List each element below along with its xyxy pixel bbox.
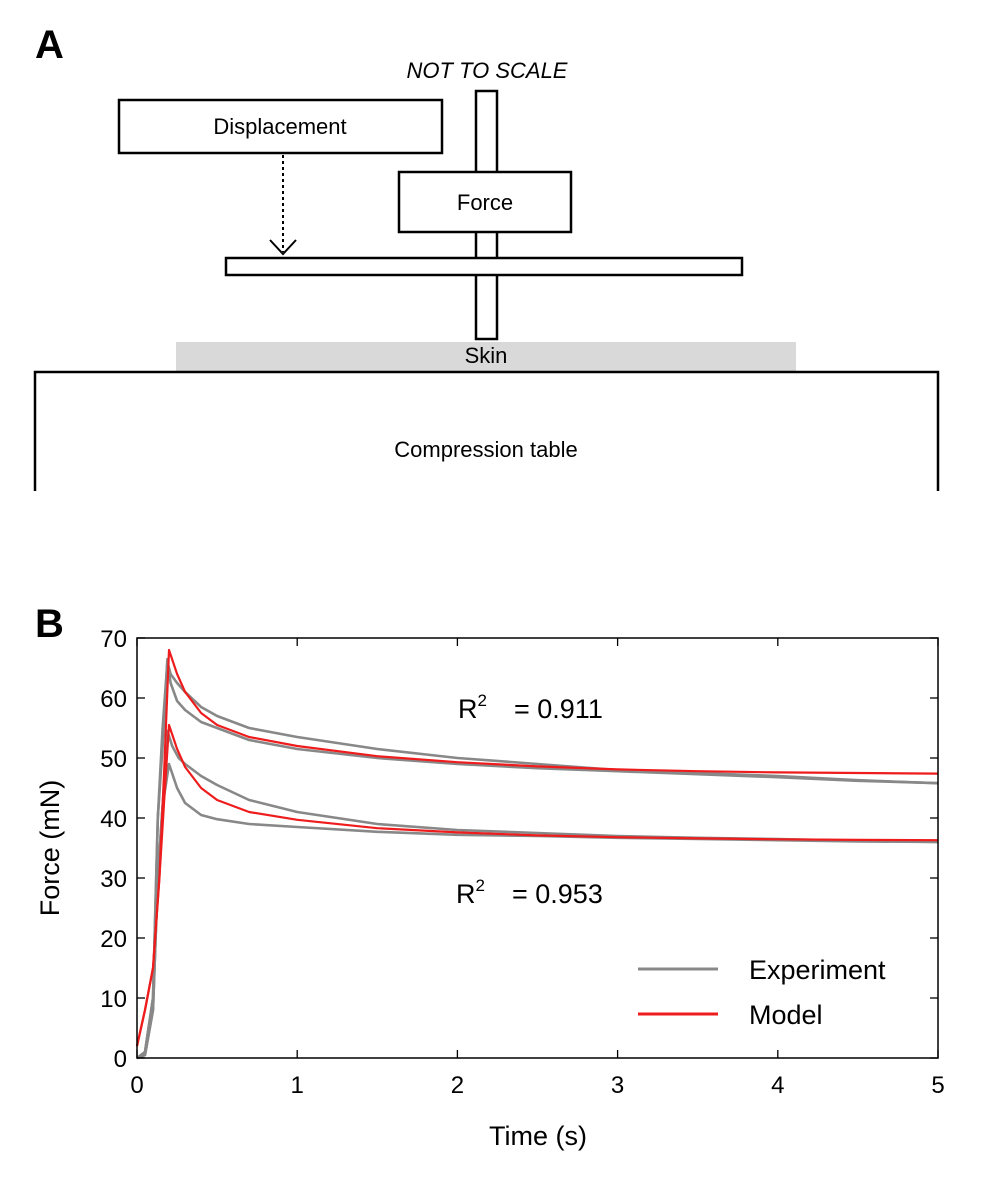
y-tick-label: 70 (100, 626, 127, 653)
y-tick-label: 30 (100, 866, 127, 893)
panel-b-label: B (35, 602, 64, 646)
y-tick-label: 60 (100, 686, 127, 713)
r2-bottom-exponent: 2 (476, 876, 485, 895)
x-tick-label: 0 (130, 1072, 143, 1099)
r2-top-exponent: 2 (478, 691, 487, 710)
displacement-arrow-head (269, 239, 297, 256)
compression-table (33, 370, 940, 491)
legend-label-experiment: Experiment (749, 955, 886, 985)
x-tick-label: 3 (611, 1072, 624, 1099)
legend: Experiment Model (638, 955, 886, 1030)
x-axis-label: Time (s) (489, 1121, 587, 1151)
r2-annotation-top: R2 = 0.911 (458, 691, 603, 724)
series-line-experiment-1 (136, 657, 939, 1060)
displacement-label: Displacement (213, 114, 346, 139)
panel-a-label: A (35, 23, 64, 67)
r2-bottom-prefix: R (456, 879, 476, 909)
y-tick-label: 0 (114, 1046, 127, 1073)
x-tick-label: 2 (451, 1072, 464, 1099)
displacement-box (117, 98, 444, 155)
series-line-model-5 (135, 723, 939, 1047)
r2-top-prefix: R (458, 694, 478, 724)
x-tick-label: 1 (291, 1072, 304, 1099)
x-tick-label: 5 (931, 1072, 944, 1099)
y-tick-label: 50 (100, 746, 127, 773)
r2-top-value: = 0.911 (514, 694, 603, 724)
svg-text:R2: R2 (456, 876, 485, 909)
r2-bottom-value: = 0.953 (512, 879, 603, 909)
x-tick-label: 4 (771, 1072, 784, 1099)
plot-frame (136, 637, 939, 1059)
panel-a: A NOT TO SCALE Displacement Force Skin C… (33, 23, 940, 491)
force-label: Force (457, 190, 513, 215)
force-box (397, 170, 573, 234)
compression-table-label: Compression table (394, 437, 577, 462)
y-axis-label: Force (mN) (35, 780, 65, 917)
compression-plate (224, 256, 744, 277)
y-tick-label: 40 (100, 806, 127, 833)
svg-text:R2: R2 (458, 691, 487, 724)
legend-label-model: Model (749, 1000, 823, 1030)
y-tick-label: 10 (100, 986, 127, 1013)
series-layer (135, 648, 939, 1060)
y-tick-label: 20 (100, 926, 127, 953)
not-to-scale-note: NOT TO SCALE (407, 58, 568, 83)
r2-annotation-bottom: R2 = 0.953 (456, 876, 603, 909)
skin-layer (176, 342, 796, 371)
skin-label: Skin (465, 343, 508, 368)
